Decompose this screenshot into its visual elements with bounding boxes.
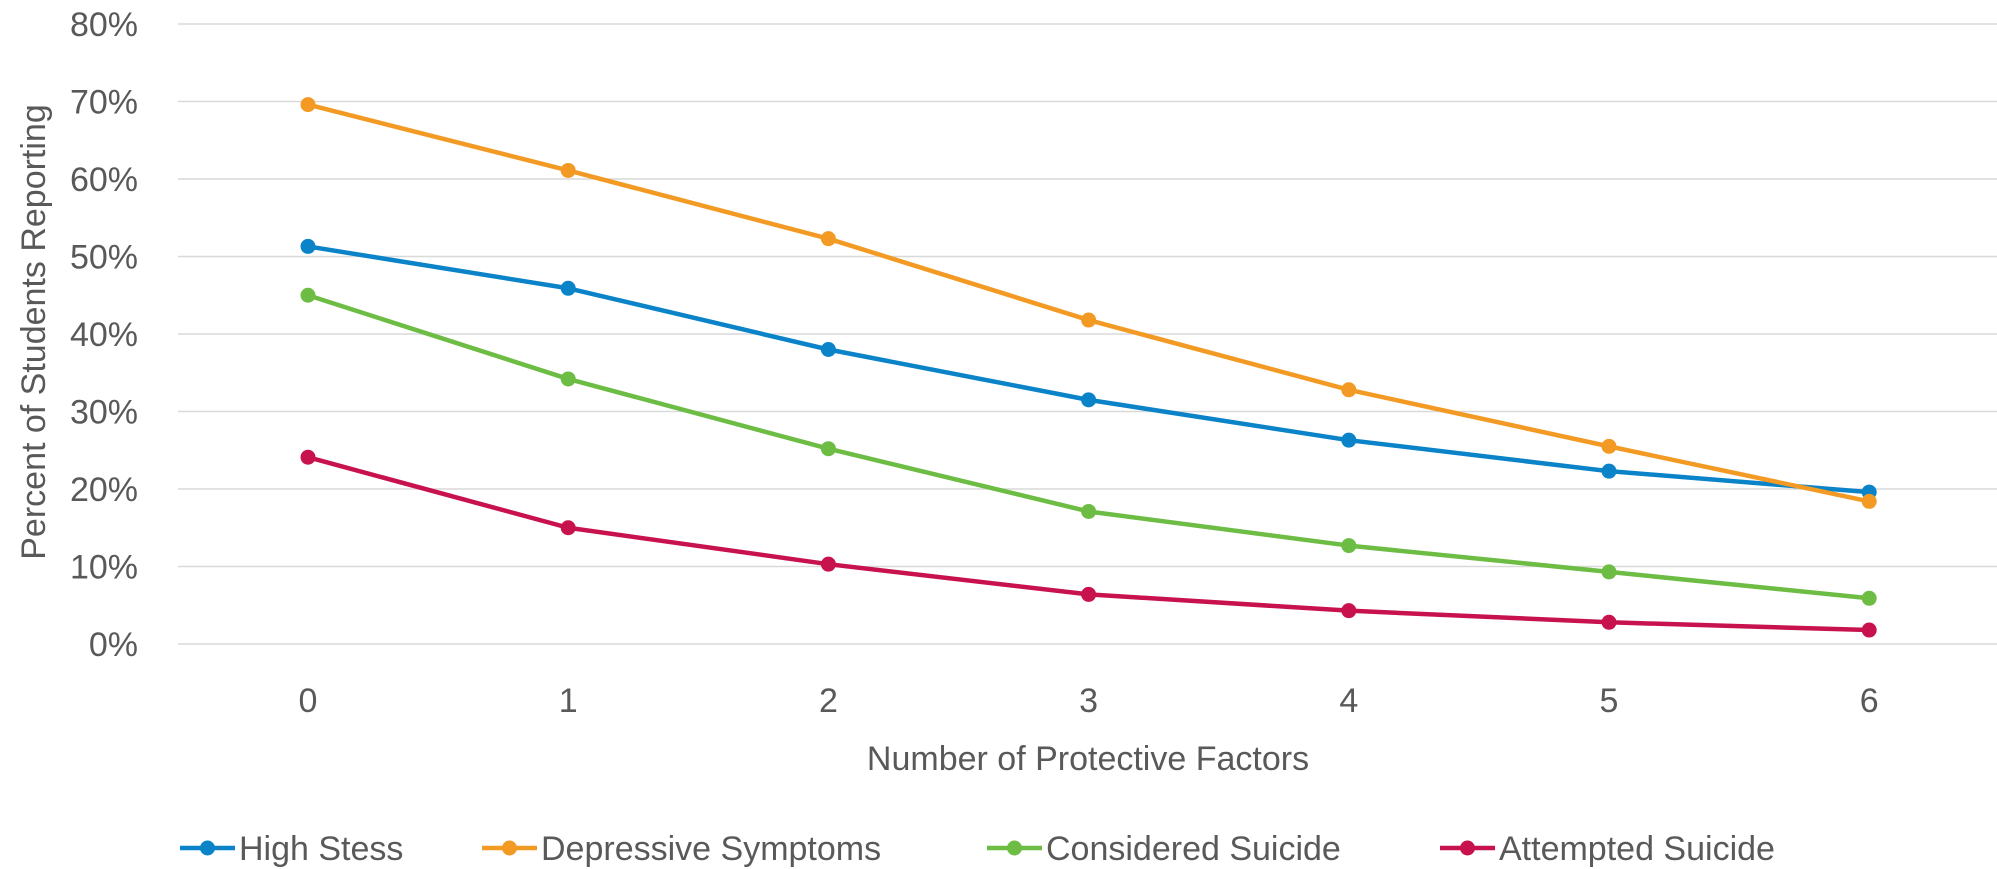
data-point — [1341, 432, 1357, 448]
x-axis-title: Number of Protective Factors — [867, 740, 1309, 778]
data-point — [300, 97, 316, 113]
data-point — [1341, 538, 1357, 554]
series-3 — [300, 449, 1877, 638]
y-tick-label: 80% — [70, 6, 138, 44]
data-point — [560, 280, 576, 296]
legend-label: Attempted Suicide — [1499, 830, 1775, 868]
y-axis-ticks: 0% 10% 20% 30% 40% 50% 60% 70% 80% — [70, 6, 138, 664]
gridlines — [178, 23, 1997, 645]
series-1 — [300, 97, 1877, 509]
y-tick-label: 70% — [70, 84, 138, 122]
x-tick-label: 2 — [819, 682, 838, 720]
x-tick-label: 3 — [1079, 682, 1098, 720]
series-line — [305, 102, 1872, 504]
legend-swatch-marker — [502, 840, 517, 856]
legend-label: High Stess — [239, 830, 403, 868]
data-point — [1341, 382, 1357, 398]
series-2 — [300, 287, 1877, 606]
data-point — [820, 342, 836, 357]
series-line — [305, 454, 1872, 633]
data-point — [560, 162, 576, 178]
series-0 — [300, 238, 1877, 500]
data-point — [1081, 392, 1097, 408]
x-tick-label: 0 — [299, 682, 318, 720]
data-point — [1601, 614, 1617, 630]
y-tick-label: 50% — [70, 239, 138, 277]
series-line — [305, 293, 1872, 601]
legend-item: Depressive Symptoms — [482, 830, 881, 868]
data-point — [1601, 438, 1617, 454]
y-tick-label: 40% — [70, 316, 138, 354]
data-point — [1861, 622, 1877, 638]
data-point — [820, 556, 836, 572]
data-point — [300, 238, 316, 254]
data-point — [560, 371, 576, 387]
y-tick-label: 0% — [89, 626, 138, 664]
data-point — [1861, 493, 1877, 509]
series — [300, 97, 1877, 638]
data-point — [300, 449, 316, 465]
data-point — [1081, 503, 1097, 519]
data-point — [1601, 463, 1617, 479]
data-point — [820, 231, 836, 247]
data-point — [1861, 590, 1877, 606]
data-point — [1341, 603, 1357, 619]
x-axis-ticks: 0 1 2 3 4 5 6 — [299, 682, 1879, 720]
y-tick-label: 30% — [70, 394, 138, 432]
x-tick-label: 1 — [559, 682, 578, 720]
legend-item: Attempted Suicide — [1440, 830, 1775, 868]
y-tick-label: 10% — [70, 549, 138, 587]
data-point — [300, 287, 316, 303]
x-tick-label: 5 — [1600, 682, 1619, 720]
legend-item: Considered Suicide — [987, 830, 1341, 868]
y-axis-title: Percent of Students Reporting — [15, 104, 53, 560]
legend-swatch-marker — [200, 840, 215, 856]
legend-swatch-marker — [1460, 840, 1475, 856]
data-point — [560, 520, 576, 536]
y-tick-label: 20% — [70, 471, 138, 509]
legend-label: Depressive Symptoms — [541, 830, 881, 868]
data-point — [1081, 312, 1097, 328]
legend-swatch-marker — [1007, 840, 1022, 856]
y-tick-label: 60% — [70, 161, 138, 199]
data-point — [1081, 586, 1097, 602]
legend-label: Considered Suicide — [1046, 830, 1341, 868]
data-point — [1601, 564, 1617, 580]
legend: High Stess Depressive Symptoms Considered … — [180, 830, 1775, 868]
x-tick-label: 6 — [1860, 682, 1879, 720]
data-point — [820, 441, 836, 457]
legend-item: High Stess — [180, 830, 403, 868]
x-tick-label: 4 — [1339, 682, 1358, 720]
